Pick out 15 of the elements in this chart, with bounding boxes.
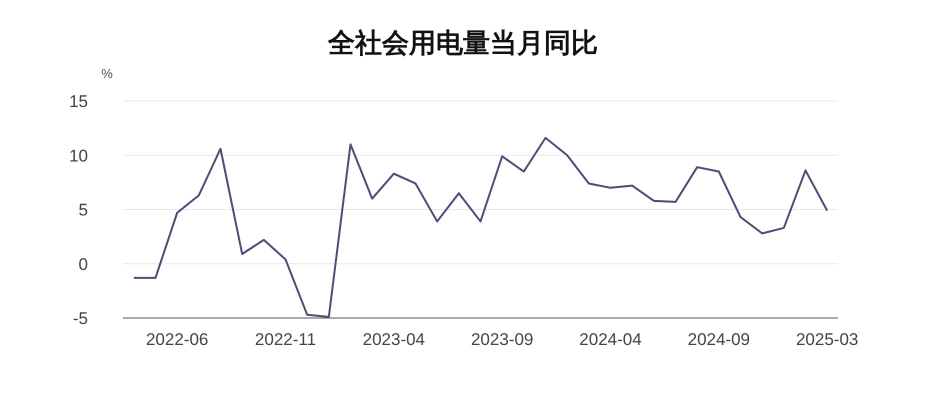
y-tick-label: 5 bbox=[78, 200, 88, 220]
y-tick-label: 15 bbox=[69, 92, 88, 111]
y-axis-title: % bbox=[101, 66, 114, 81]
x-tick-label: 2023-04 bbox=[362, 330, 426, 349]
x-tick-label: 2023-09 bbox=[470, 330, 534, 349]
chart-title: 全社会用电量当月同比 bbox=[327, 28, 598, 58]
x-tick-label: 2025-03 bbox=[796, 330, 858, 349]
x-tick-label: 2024-04 bbox=[579, 330, 642, 349]
y-tick-label: 10 bbox=[69, 146, 88, 166]
x-tick-label: 2024-09 bbox=[688, 330, 750, 349]
y-tick-label: 0 bbox=[78, 254, 88, 274]
line-series bbox=[132, 136, 828, 318]
x-tick-label: 2022-06 bbox=[146, 330, 208, 349]
x-tick-label: 2022-11 bbox=[254, 330, 316, 349]
y-tick-label: -5 bbox=[72, 309, 88, 328]
